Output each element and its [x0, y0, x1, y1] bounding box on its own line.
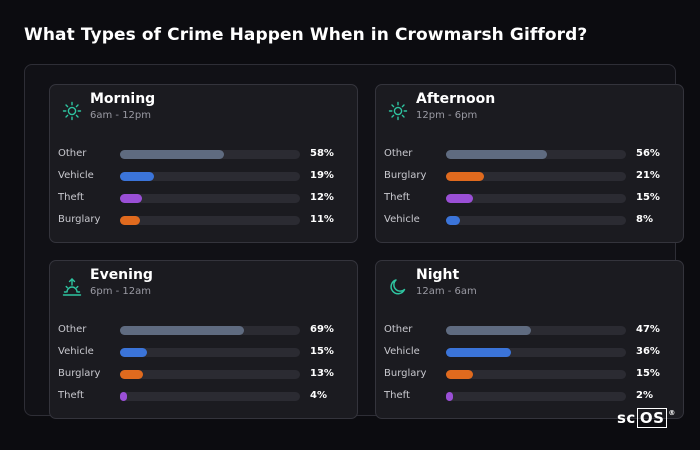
bar-theft — [446, 392, 453, 401]
bar-row: Other 58% — [58, 147, 348, 161]
value-label: 19% — [310, 170, 334, 181]
value-label: 69% — [310, 324, 334, 335]
bar-row: Theft 4% — [58, 389, 348, 403]
value-label: 56% — [636, 148, 660, 159]
bar-row: Vehicle 19% — [58, 169, 348, 183]
category-label: Other — [384, 324, 413, 335]
bar-row: Vehicle 15% — [58, 345, 348, 359]
bar-row: Theft 2% — [384, 389, 674, 403]
category-label: Burglary — [384, 170, 427, 181]
bar-vehicle — [446, 216, 461, 225]
sun-icon — [388, 101, 408, 121]
category-label: Burglary — [384, 368, 427, 379]
card-time-range: 6pm - 12am — [90, 286, 152, 297]
bar-burglary — [446, 370, 473, 379]
bar-row: Vehicle 36% — [384, 345, 674, 359]
bar-row: Vehicle 8% — [384, 213, 674, 227]
category-label: Theft — [58, 390, 84, 401]
category-label: Vehicle — [384, 346, 420, 357]
bar-other — [446, 150, 547, 159]
card-night: Night 12am - 6am Other 47% Vehicle 36% Burglar… — [375, 260, 684, 419]
moon-icon — [388, 277, 408, 297]
page-title: What Types of Crime Happen When in Crowm… — [24, 25, 588, 45]
scos-logo: sc OS ® — [617, 408, 676, 428]
category-label: Theft — [384, 390, 410, 401]
bar-row: Theft 12% — [58, 191, 348, 205]
bar-other — [120, 150, 225, 159]
bar-track — [446, 150, 626, 159]
bar-burglary — [120, 370, 144, 379]
bar-track — [120, 150, 300, 159]
bar-vehicle — [120, 348, 147, 357]
bar-track — [446, 194, 626, 203]
card-title: Morning — [90, 91, 156, 107]
value-label: 2% — [636, 390, 653, 401]
sunset-icon — [62, 277, 82, 297]
card-afternoon: Afternoon 12pm - 6pm Other 56% Burglary 21% Th… — [375, 84, 684, 243]
category-label: Vehicle — [58, 346, 94, 357]
card-title: Night — [416, 267, 460, 283]
category-label: Burglary — [58, 368, 101, 379]
bar-other — [446, 326, 531, 335]
category-label: Vehicle — [58, 170, 94, 181]
bar-track — [446, 348, 626, 357]
card-time-range: 6am - 12pm — [90, 110, 152, 121]
card-time-range: 12am - 6am — [416, 286, 477, 297]
bar-vehicle — [120, 172, 155, 181]
card-morning: Morning 6am - 12pm Other 58% Vehicle 19% Theft… — [49, 84, 358, 243]
value-label: 12% — [310, 192, 334, 203]
bar-row: Burglary 13% — [58, 367, 348, 381]
bar-theft — [120, 392, 128, 401]
value-label: 11% — [310, 214, 334, 225]
value-label: 15% — [636, 192, 660, 203]
bar-track — [446, 370, 626, 379]
bar-burglary — [446, 172, 484, 181]
bar-theft — [446, 194, 473, 203]
bar-track — [120, 392, 300, 401]
bar-row: Other 47% — [384, 323, 674, 337]
value-label: 15% — [310, 346, 334, 357]
card-title: Afternoon — [416, 91, 496, 107]
bar-track — [120, 348, 300, 357]
value-label: 8% — [636, 214, 653, 225]
category-label: Other — [384, 148, 413, 159]
bar-track — [446, 392, 626, 401]
bar-track — [120, 326, 300, 335]
value-label: 4% — [310, 390, 327, 401]
bar-other — [120, 326, 245, 335]
bar-track — [120, 370, 300, 379]
bar-row: Burglary 11% — [58, 213, 348, 227]
bar-track — [446, 326, 626, 335]
category-label: Burglary — [58, 214, 101, 225]
bar-row: Burglary 15% — [384, 367, 674, 381]
card-title: Evening — [90, 267, 153, 283]
bar-burglary — [120, 216, 140, 225]
bar-row: Other 69% — [58, 323, 348, 337]
value-label: 21% — [636, 170, 660, 181]
value-label: 58% — [310, 148, 334, 159]
bar-row: Other 56% — [384, 147, 674, 161]
bar-track — [446, 216, 626, 225]
card-evening: Evening 6pm - 12am Other 69% Vehicle 15% Burgl… — [49, 260, 358, 419]
bar-row: Burglary 21% — [384, 169, 674, 183]
sun-icon — [62, 101, 82, 121]
bar-row: Theft 15% — [384, 191, 674, 205]
bar-track — [120, 172, 300, 181]
category-label: Other — [58, 324, 87, 335]
value-label: 15% — [636, 368, 660, 379]
bar-track — [120, 216, 300, 225]
value-label: 36% — [636, 346, 660, 357]
category-label: Theft — [58, 192, 84, 203]
bar-theft — [120, 194, 142, 203]
category-label: Other — [58, 148, 87, 159]
value-label: 47% — [636, 324, 660, 335]
value-label: 13% — [310, 368, 334, 379]
category-label: Theft — [384, 192, 410, 203]
card-time-range: 12pm - 6pm — [416, 110, 478, 121]
category-label: Vehicle — [384, 214, 420, 225]
bar-vehicle — [446, 348, 511, 357]
bar-track — [446, 172, 626, 181]
bar-track — [120, 194, 300, 203]
